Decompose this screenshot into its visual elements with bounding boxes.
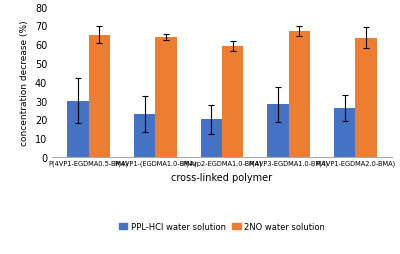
Bar [89,36,110,157]
Legend: PPL-HCl water solution, 2NO water solution: PPL-HCl water solution, 2NO water soluti… [116,219,328,234]
Bar [289,32,310,157]
Bar [334,109,355,157]
Bar [68,101,89,157]
Bar [134,114,155,157]
Bar [155,38,177,157]
Bar [201,120,222,157]
Y-axis label: concentration decrease (%): concentration decrease (%) [20,20,29,145]
Bar [222,47,243,157]
X-axis label: cross-linked polymer: cross-linked polymer [172,172,272,182]
Bar [267,105,289,157]
Bar [355,39,376,157]
